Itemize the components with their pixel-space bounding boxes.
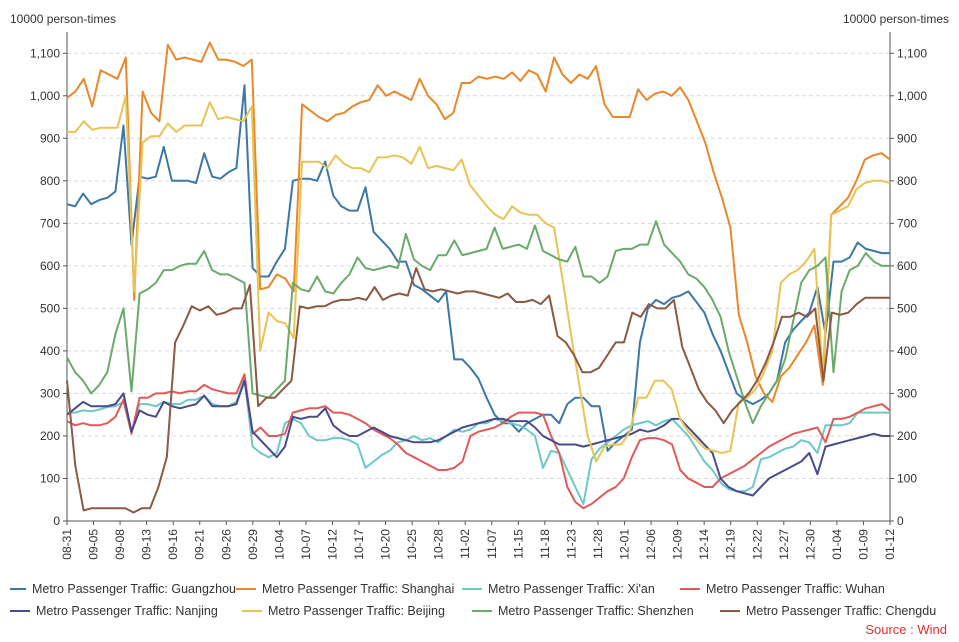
x-tick-label: 09-29 [246,529,260,560]
legend-swatch-chengdu [720,610,740,612]
series-line [67,94,891,463]
x-tick-label: 08-31 [60,529,74,560]
y-tick-label-right: 1,100 [897,46,927,60]
legend-swatch-nanjing [10,610,30,612]
legend-item-beijing[interactable]: Metro Passenger Traffic: Beijing [242,604,472,618]
x-tick-label: 09-05 [87,529,101,560]
series-line [66,84,890,452]
x-tick-label: 10-20 [379,529,393,560]
y-tick-label-left: 1,000 [30,89,60,103]
y-tick-label-left: 1,100 [30,46,60,60]
x-tick-label: 01-09 [856,529,870,560]
x-tick-label: 01-04 [830,529,844,560]
x-tick-label: 11-28 [591,529,605,559]
legend-swatch-beijing [242,610,262,612]
legend-label-shanghai: Metro Passenger Traffic: Shanghai [262,582,455,596]
legend-swatch-shanghai [236,588,256,590]
y-tick-label-left: 600 [40,259,60,273]
legend-label-guangzhou: Metro Passenger Traffic: Guangzhou [31,582,236,596]
y-tick-label-right: 400 [897,344,917,358]
grid-lines [67,52,890,479]
y-tick-label-right: 200 [897,429,917,443]
axes: 0 0 100 100 200 200 300 300 400 400 500 500 600 600 70… [30,32,927,560]
x-tick-label: 09-08 [113,529,127,560]
legend-swatch-shenzhen [472,610,492,612]
y-tick-label-right: 1,000 [897,89,927,103]
left-axis-unit-label: 10000 person-times [10,12,117,26]
x-tick-label: 10-28 [432,529,446,560]
x-tick-label: 11-15 [511,529,525,559]
right-axis-unit-label: 10000 person-times [842,12,949,26]
y-tick-label-left: 400 [40,344,60,358]
y-tick-label-right: 300 [897,386,917,400]
legend-label-shenzhen: Metro Passenger Traffic: Shenzhen [498,604,694,618]
x-tick-label: 10-04 [272,529,286,560]
line-chart: 0 0 100 100 200 200 300 300 400 400 500 500 600 600 70… [30,32,927,560]
y-tick-label-right: 500 [897,301,917,315]
x-tick-label: 10-12 [325,529,339,560]
legend-row-2: Metro Passenger Traffic: Nanjing Metro P… [10,600,955,622]
y-tick-label-right: 0 [897,514,904,528]
y-tick-label-left: 300 [40,386,60,400]
x-tick-label: 12-27 [777,529,791,560]
series-line [66,373,891,510]
x-tick-label: 09-26 [219,529,233,560]
x-tick-label: 09-16 [166,529,180,560]
y-tick-label-right: 600 [897,259,917,273]
legend-item-nanjing[interactable]: Metro Passenger Traffic: Nanjing [10,604,242,618]
x-tick-label: 01-12 [883,529,897,560]
legend-item-shenzhen[interactable]: Metro Passenger Traffic: Shenzhen [472,604,720,618]
x-tick-label: 11-23 [564,529,578,559]
legend-row-1: Metro Passenger Traffic: Guangzhou Metro… [10,578,955,600]
y-tick-label-left: 800 [40,174,60,188]
x-tick-label: 12-06 [644,529,658,560]
series-line [66,41,891,403]
legend-item-wuhan[interactable]: Metro Passenger Traffic: Wuhan [680,582,885,596]
y-tick-label-right: 800 [897,174,917,188]
x-tick-label: 12-19 [724,529,738,560]
legend-item-chengdu[interactable]: Metro Passenger Traffic: Chengdu [720,604,936,618]
legend-item-xian[interactable]: Metro Passenger Traffic: Xi'an [462,582,680,596]
x-tick-label: 09-13 [140,529,154,560]
y-tick-label-left: 100 [40,471,60,485]
source-label: Source : Wind [865,622,947,637]
y-tick-label-right: 900 [897,131,917,145]
series-line [66,220,890,425]
x-tick-label: 09-21 [193,529,207,560]
legend-label-wuhan: Metro Passenger Traffic: Wuhan [706,582,885,596]
series-line [66,379,890,497]
series-lines [66,41,891,514]
legend-item-guangzhou[interactable]: Metro Passenger Traffic: Guangzhou [10,582,236,596]
legend-label-beijing: Metro Passenger Traffic: Beijing [268,604,445,618]
legend-swatch-xian [462,588,482,590]
y-tick-label-left: 900 [40,131,60,145]
legend-item-shanghai[interactable]: Metro Passenger Traffic: Shanghai [236,582,462,596]
legend-label-nanjing: Metro Passenger Traffic: Nanjing [36,604,218,618]
x-tick-label: 12-01 [618,529,632,560]
x-tick-label: 12-09 [671,529,685,560]
y-tick-label-left: 700 [40,216,60,230]
legend: Metro Passenger Traffic: Guangzhou Metro… [10,578,955,622]
y-tick-label-left: 200 [40,429,60,443]
x-tick-label: 10-17 [352,529,366,560]
y-tick-label-right: 700 [897,216,917,230]
y-tick-label-right: 100 [897,471,917,485]
x-tick-label: 10-25 [405,529,419,560]
legend-swatch-wuhan [680,588,700,590]
y-tick-label-left: 500 [40,301,60,315]
x-tick-label: 11-02 [458,529,472,559]
legend-label-chengdu: Metro Passenger Traffic: Chengdu [746,604,937,618]
x-tick-label: 12-30 [803,529,817,560]
x-tick-label: 12-22 [750,529,764,560]
series-line [66,267,890,514]
x-tick-label: 10-07 [299,529,313,560]
legend-swatch-guangzhou [10,588,26,590]
y-tick-label-left: 0 [53,514,60,528]
x-tick-label: 11-18 [538,529,552,559]
legend-label-xian: Metro Passenger Traffic: Xi'an [488,582,655,596]
x-tick-label: 12-14 [697,529,711,560]
x-tick-label: 11-07 [485,529,499,559]
